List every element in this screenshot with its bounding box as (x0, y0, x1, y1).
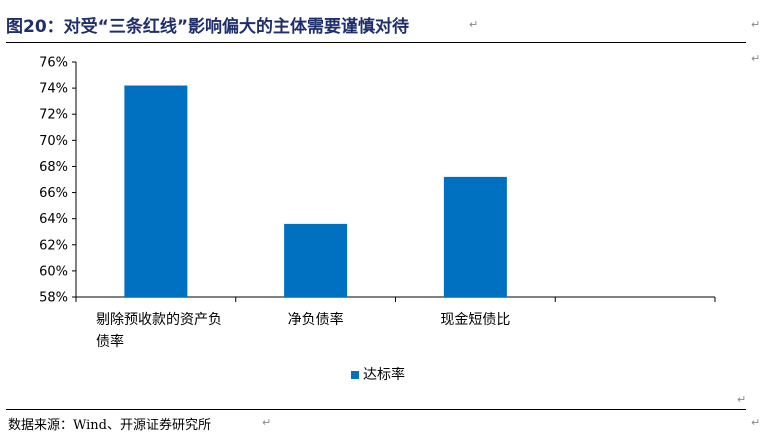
bar-chart: 58% 60% 62% 64% 66% 68% 70% 72% 74% 76% 剔除预收款的资产负债… (39, 56, 716, 383)
y-tick-label: 58% (39, 291, 68, 306)
y-tick-label: 68% (39, 160, 68, 175)
bar (284, 223, 348, 297)
x-category-label: 现金短债比 (440, 312, 510, 328)
chart-container: 58% 60% 62% 64% 66% 68% 70% 72% 74% 76% 剔除预收款的资产负债… (0, 48, 763, 398)
x-category-label: 净负债率 (288, 311, 344, 328)
y-tick-label: 74% (39, 82, 68, 97)
bar (124, 85, 188, 297)
x-category-label: 债率 (96, 333, 124, 350)
y-tick-label: 72% (39, 108, 68, 123)
paragraph-mark-icon: ↵ (751, 18, 761, 31)
footer-rule (6, 409, 746, 410)
y-tick-label: 64% (39, 212, 68, 227)
y-tick-label: 76% (39, 56, 68, 71)
figure-title-row: 图20：对受“三条红线”影响偏大的主体需要谨慎对待 (6, 12, 746, 38)
source-note: 数据来源：Wind、开源证券研究所 (8, 418, 211, 433)
y-tick-label: 70% (39, 134, 68, 149)
title-rule (6, 42, 746, 43)
paragraph-mark-icon: ↵ (751, 416, 761, 429)
y-tick-label: 66% (39, 186, 68, 201)
figure-title: 图20：对受“三条红线”影响偏大的主体需要谨慎对待 (6, 17, 410, 37)
legend-label: 达标率 (363, 366, 405, 383)
paragraph-mark-icon: ↵ (737, 393, 747, 406)
bar (443, 176, 507, 297)
paragraph-mark-icon: ↵ (469, 18, 479, 31)
y-tick-label: 60% (39, 264, 68, 279)
x-category-label: 剔除预收款的资产负 (96, 312, 222, 328)
legend-swatch (351, 371, 359, 379)
paragraph-mark-icon: ↵ (262, 416, 272, 429)
paragraph-mark-icon: ↵ (751, 52, 761, 65)
y-tick-label: 62% (39, 238, 68, 253)
